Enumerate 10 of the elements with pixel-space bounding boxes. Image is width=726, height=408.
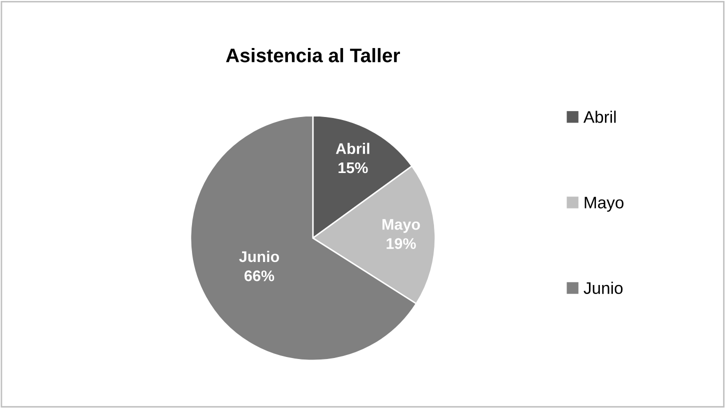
slice-label: Mayo xyxy=(382,219,420,233)
data-label: 66% xyxy=(244,270,274,282)
legend-label: Junio xyxy=(584,282,623,294)
data-label: 19% xyxy=(386,238,416,249)
slice-label: Abril xyxy=(336,142,370,154)
data-label: 15% xyxy=(338,162,368,174)
chart-title: Asistencia al Taller xyxy=(226,48,400,62)
slice-label: Junio xyxy=(239,250,280,262)
legend-label: Abril xyxy=(583,110,616,123)
legend-label: Mayo xyxy=(584,196,624,212)
